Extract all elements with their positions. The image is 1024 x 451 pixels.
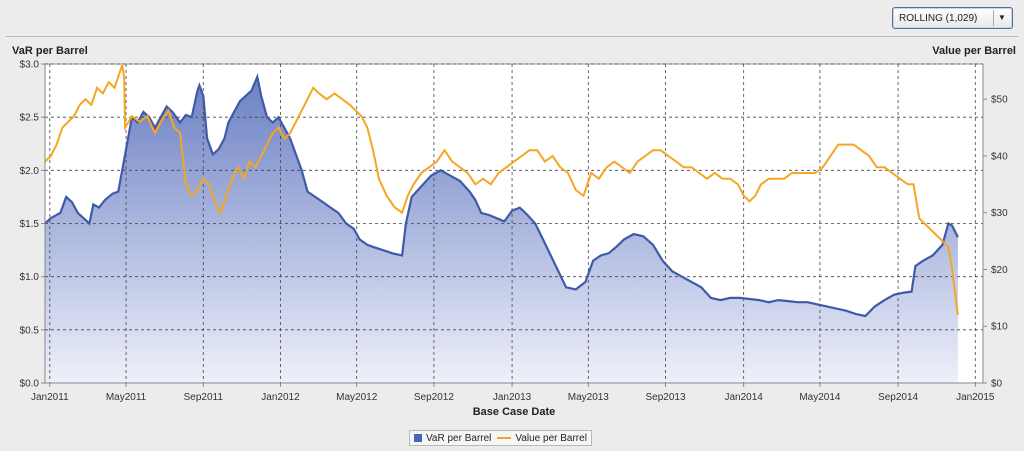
right-tick-label: $20	[991, 265, 1008, 276]
chart-legend: VaR per Barrel Value per Barrel	[409, 430, 592, 446]
right-axis-title: Value per Barrel	[932, 45, 1016, 57]
chevron-down-icon[interactable]: ▼	[993, 10, 1010, 26]
left-axis-title: VaR per Barrel	[12, 45, 88, 57]
legend-swatch-value	[497, 437, 512, 439]
x-tick-label: Jan2012	[261, 392, 300, 403]
x-tick-label: May2012	[336, 392, 378, 403]
legend-item-var: VaR per Barrel	[414, 433, 491, 444]
x-tick-label: Sep2012	[414, 392, 454, 403]
legend-swatch-var	[414, 434, 422, 442]
x-tick-label: Jan2014	[724, 392, 763, 403]
x-tick-label: Sep2014	[878, 392, 918, 403]
x-tick-label: Jan2013	[493, 392, 532, 403]
legend-item-value: Value per Barrel	[497, 433, 587, 444]
left-tick-label: $3.0	[20, 60, 40, 71]
left-tick-label: $0.5	[20, 325, 40, 336]
var-series-line	[44, 73, 959, 318]
right-tick-label: $40	[991, 151, 1008, 162]
legend-label-value: Value per Barrel	[515, 432, 587, 444]
left-tick-label: $2.0	[20, 166, 40, 177]
right-tick-label: $50	[991, 95, 1008, 106]
right-tick-label: $30	[991, 208, 1008, 219]
left-tick-label: $0.0	[20, 379, 40, 390]
left-tick-label: $2.5	[20, 113, 40, 124]
x-tick-label: May2014	[799, 392, 841, 403]
left-tick-label: $1.0	[20, 272, 40, 283]
var-area-fill	[45, 76, 958, 384]
x-tick-label: Jan2015	[956, 392, 995, 403]
top-toolbar: ROLLING (1,029) ▼	[0, 0, 1024, 38]
right-tick-label: $0	[991, 379, 1003, 390]
x-tick-label: May2011	[106, 392, 147, 403]
legend-label-var: VaR per Barrel	[426, 432, 492, 444]
x-tick-label: Jan2011	[31, 392, 69, 403]
x-tick-label: Sep2011	[184, 392, 224, 403]
right-tick-label: $10	[991, 322, 1008, 333]
value-series-line	[44, 64, 959, 316]
x-tick-label: May2013	[568, 392, 610, 403]
x-axis-title: Base Case Date	[473, 406, 556, 418]
scenario-dropdown-value: ROLLING (1,029)	[899, 13, 978, 24]
toolbar-divider	[6, 36, 1018, 37]
scenario-dropdown[interactable]: ROLLING (1,029) ▼	[892, 7, 1013, 29]
left-tick-label: $1.5	[20, 219, 40, 230]
x-tick-label: Sep2013	[645, 392, 685, 403]
